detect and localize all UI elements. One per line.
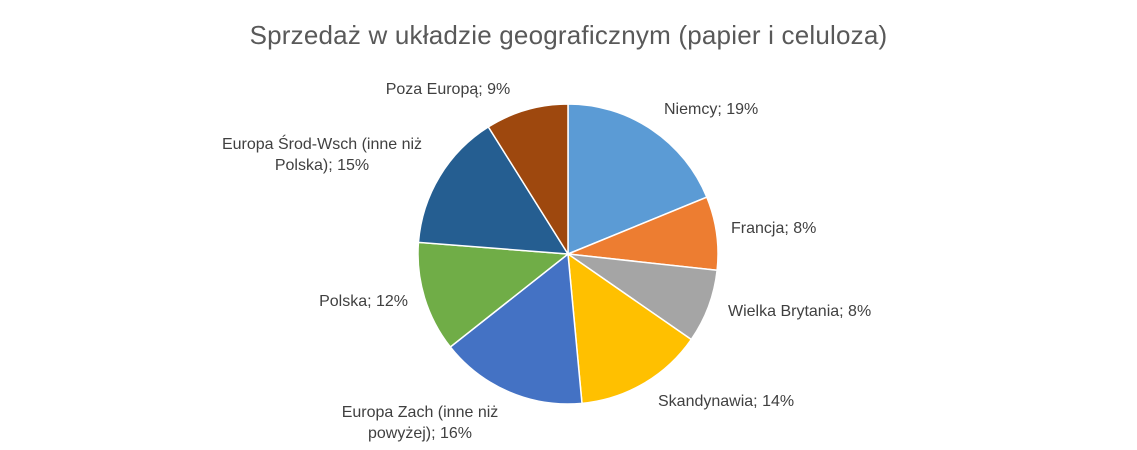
pie-data-label-line: Polska; 12%	[319, 293, 408, 310]
pie-data-label: Europa Zach (inne niż powyżej); 16%	[342, 404, 499, 442]
pie-slice	[487, 103, 569, 257]
pie-data-label-line: Niemcy; 19%	[664, 101, 758, 118]
pie-data-label-line: Polska); 15%	[275, 157, 369, 174]
pie-data-label-line: Wielka Brytania; 8%	[728, 303, 871, 320]
pie-data-label-line: powyżej); 16%	[368, 425, 472, 442]
pie-data-label: Skandynawia; 14%	[658, 393, 794, 410]
pie-slice	[567, 103, 708, 256]
pie-data-label-line: Europa Środ-Wsch (inne niż	[222, 134, 422, 153]
pie-slice	[567, 252, 693, 405]
pie-slice	[417, 125, 570, 255]
pie-data-label: Europa Środ-Wsch (inne niż Polska); 15%	[222, 134, 422, 174]
pie-data-labels: Niemcy; 19% Francja; 8% Wielka Brytania; 8…	[222, 81, 871, 442]
chart-title: Sprzedaż w układzie geograficznym (papie…	[249, 20, 888, 50]
pie-data-label-line: Francja; 8%	[731, 220, 816, 237]
pie-slice	[417, 241, 570, 349]
pie-data-label: Francja; 8%	[731, 220, 816, 237]
pie-slices	[417, 103, 719, 405]
pie-data-label-line: Poza Europą; 9%	[386, 81, 511, 98]
pie-slice	[449, 252, 583, 405]
pie-data-label-line: Skandynawia; 14%	[658, 393, 794, 410]
pie-data-label: Wielka Brytania; 8%	[728, 303, 871, 320]
pie-data-label: Poza Europą; 9%	[386, 81, 511, 98]
pie-data-label-line: Europa Zach (inne niż	[342, 404, 499, 421]
pie-data-label: Niemcy; 19%	[664, 101, 758, 118]
pie-data-label: Polska; 12%	[319, 293, 408, 310]
